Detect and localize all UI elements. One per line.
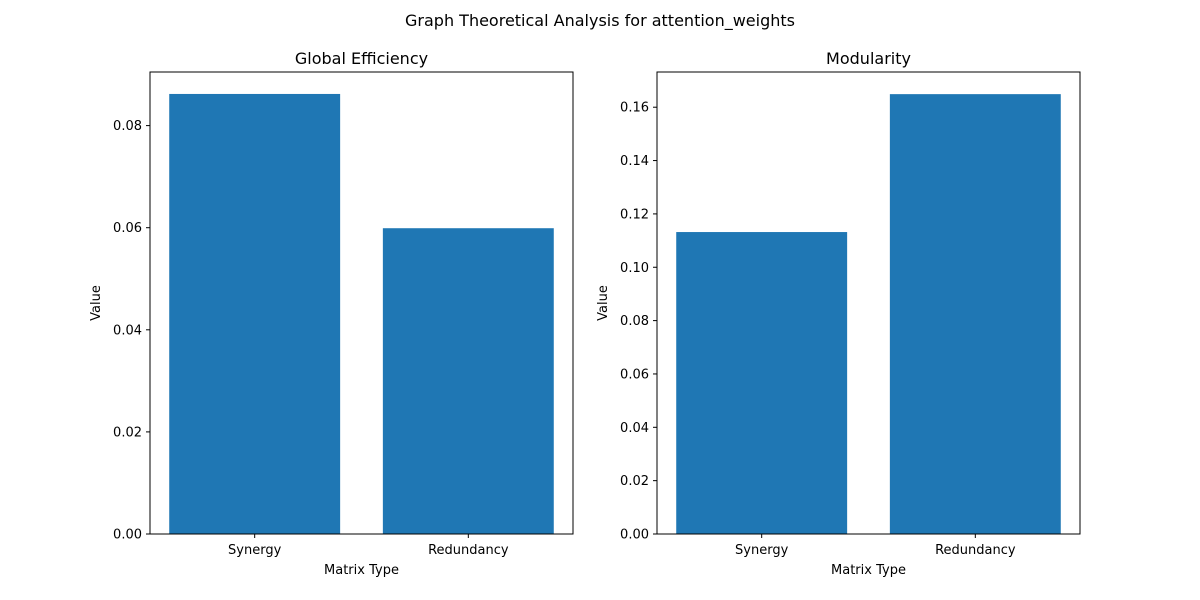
modularity-axes-frame (656, 71, 1081, 535)
modularity-ytick-label: 0.06 (620, 367, 649, 382)
modularity-ytick-label: 0.16 (620, 101, 649, 116)
global-efficiency-ylabel: Value (89, 285, 104, 321)
global-efficiency-axes: 0.00 0.02 0.04 0.06 0.08 Synergy Redundancy Glo… (89, 49, 574, 578)
global-efficiency-ytick-label: 0.00 (113, 528, 142, 543)
global-efficiency-title: Global Efficiency (295, 49, 428, 68)
modularity-ytick-label: 0.10 (620, 261, 649, 276)
modularity-bar-synergy (676, 232, 848, 534)
global-efficiency-xtick-label: Redundancy (428, 543, 509, 558)
modularity-axes: 0.00 0.02 0.04 0.06 0.08 0.10 0.12 0.14 0.16 Syne… (596, 49, 1081, 578)
modularity-ytick-label: 0.14 (620, 154, 649, 169)
modularity-xtick-label: Redundancy (935, 543, 1016, 558)
modularity-ytick-label: 0.12 (620, 207, 649, 222)
global-efficiency-ytick-label: 0.08 (113, 119, 142, 134)
modularity-xtick-label: Synergy (735, 543, 789, 558)
global-efficiency-xlabel: Matrix Type (324, 563, 399, 578)
modularity-xlabel: Matrix Type (831, 563, 906, 578)
global-efficiency-axes-frame (149, 71, 574, 535)
global-efficiency-ytick-label: 0.02 (113, 425, 142, 440)
global-efficiency-xtick-label: Synergy (228, 543, 282, 558)
global-efficiency-bar-synergy (169, 93, 341, 534)
modularity-ylabel: Value (596, 285, 611, 321)
modularity-ytick-label: 0.04 (620, 421, 649, 436)
global-efficiency-bar-redundancy (382, 228, 554, 534)
modularity-ytick-label: 0.02 (620, 474, 649, 489)
figure-suptitle: Graph Theoretical Analysis for attention… (405, 11, 795, 31)
modularity-bar-redundancy (889, 94, 1061, 535)
global-efficiency-ytick-label: 0.04 (113, 323, 142, 338)
modularity-ytick-label: 0.00 (620, 528, 649, 543)
modularity-ytick-label: 0.08 (620, 314, 649, 329)
modularity-title: Modularity (826, 49, 911, 68)
global-efficiency-ytick-label: 0.06 (113, 221, 142, 236)
